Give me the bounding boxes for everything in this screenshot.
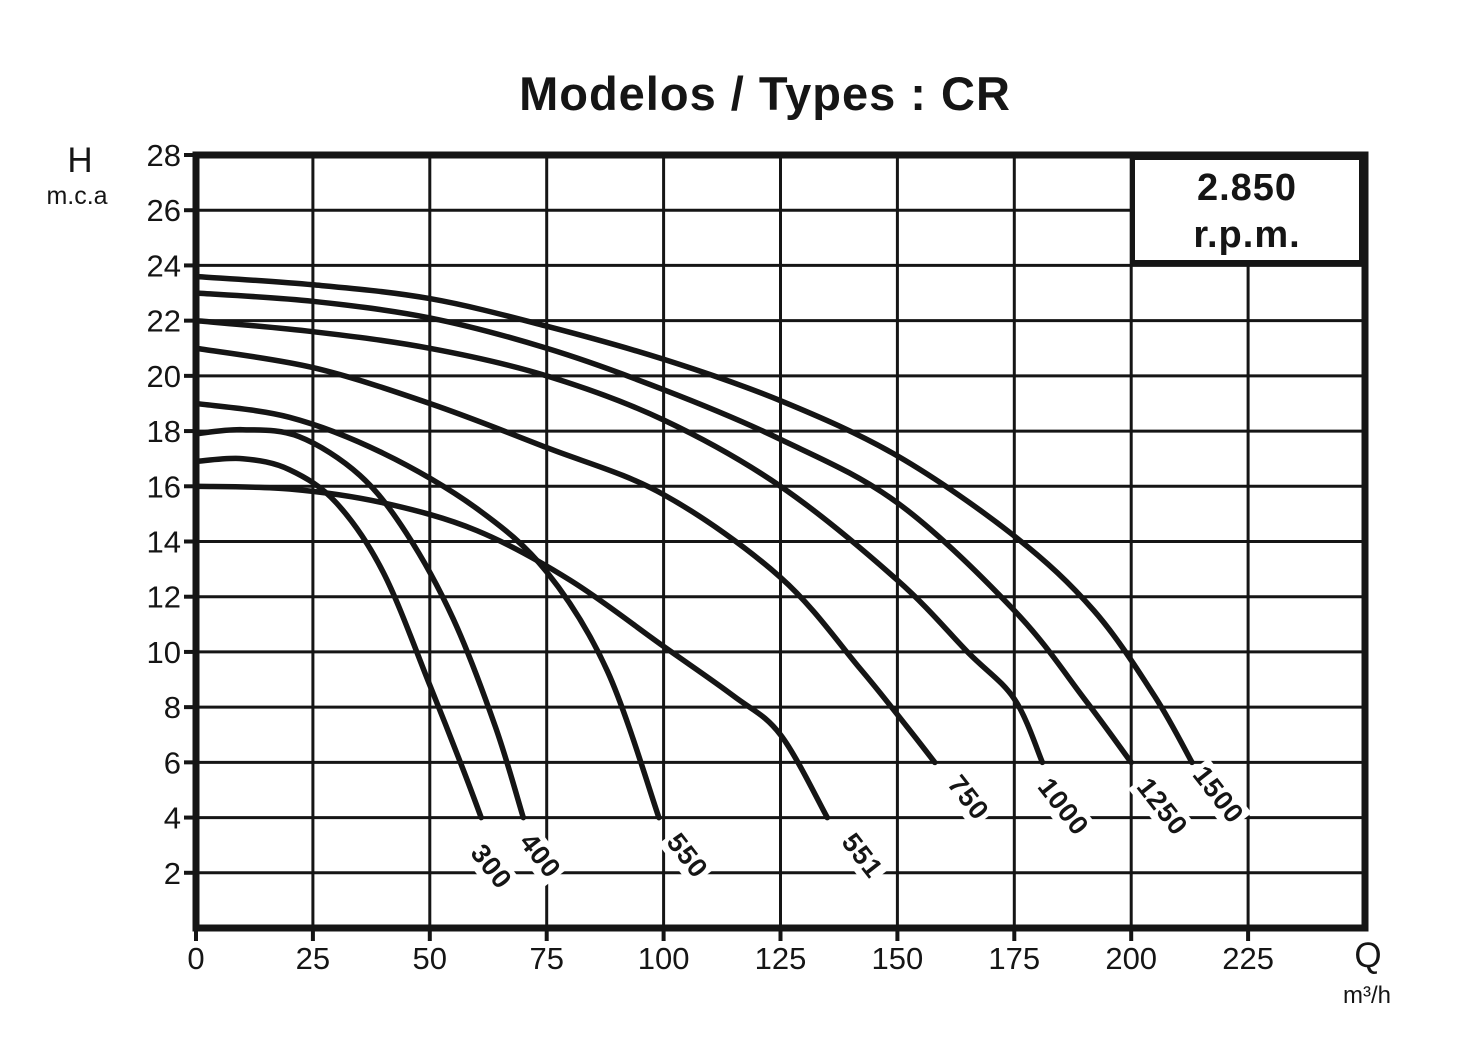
y-tick-label: 24	[147, 248, 181, 283]
x-tick-label: 0	[187, 941, 204, 976]
plot-border	[192, 151, 1369, 932]
y-tick-label: 28	[147, 138, 181, 173]
x-tick-label: 175	[988, 941, 1040, 976]
rpm-unit: r.p.m.	[1193, 214, 1301, 256]
x-axis-unit: m³/h	[1343, 982, 1391, 1009]
y-tick-label: 12	[147, 580, 181, 615]
x-tick-label: 225	[1222, 941, 1274, 976]
chart-title: Modelos / Types : CR	[519, 67, 1011, 120]
y-tick-label: 20	[147, 359, 181, 394]
curve-1000	[193, 317, 1046, 766]
curve-400	[193, 426, 527, 821]
y-tick-label: 2	[164, 856, 181, 891]
y-tick-label: 14	[147, 525, 181, 560]
x-tick-label: 150	[872, 941, 924, 976]
x-tick-label: 200	[1105, 941, 1157, 976]
rpm-annotation-box: 2.850 r.p.m.	[1131, 156, 1363, 264]
y-tick-label: 22	[147, 304, 181, 339]
x-tick-label: 125	[755, 941, 807, 976]
curve-300	[193, 455, 484, 821]
curve-551	[193, 483, 831, 821]
y-axis-unit: m.c.a	[46, 182, 108, 210]
y-tick-label: 8	[164, 690, 181, 725]
y-tick-label: 4	[164, 801, 181, 836]
x-tick-label: 75	[529, 941, 563, 976]
y-axis-label: H	[67, 141, 93, 180]
curve-1250	[193, 290, 1134, 766]
y-tick-label: 16	[147, 469, 181, 504]
y-tick-label: 6	[164, 745, 181, 780]
y-tick-label: 18	[147, 414, 181, 449]
curve-750	[193, 345, 938, 766]
x-tick-label: 25	[296, 941, 330, 976]
curve-1500	[193, 273, 1195, 766]
x-axis-label: Q	[1354, 936, 1382, 975]
curve-550	[193, 400, 662, 821]
rpm-value: 2.850	[1196, 167, 1298, 209]
y-tick-label: 10	[147, 635, 181, 670]
y-tick-label: 26	[147, 193, 181, 228]
x-tick-label: 50	[413, 941, 447, 976]
x-tick-label: 100	[638, 941, 690, 976]
